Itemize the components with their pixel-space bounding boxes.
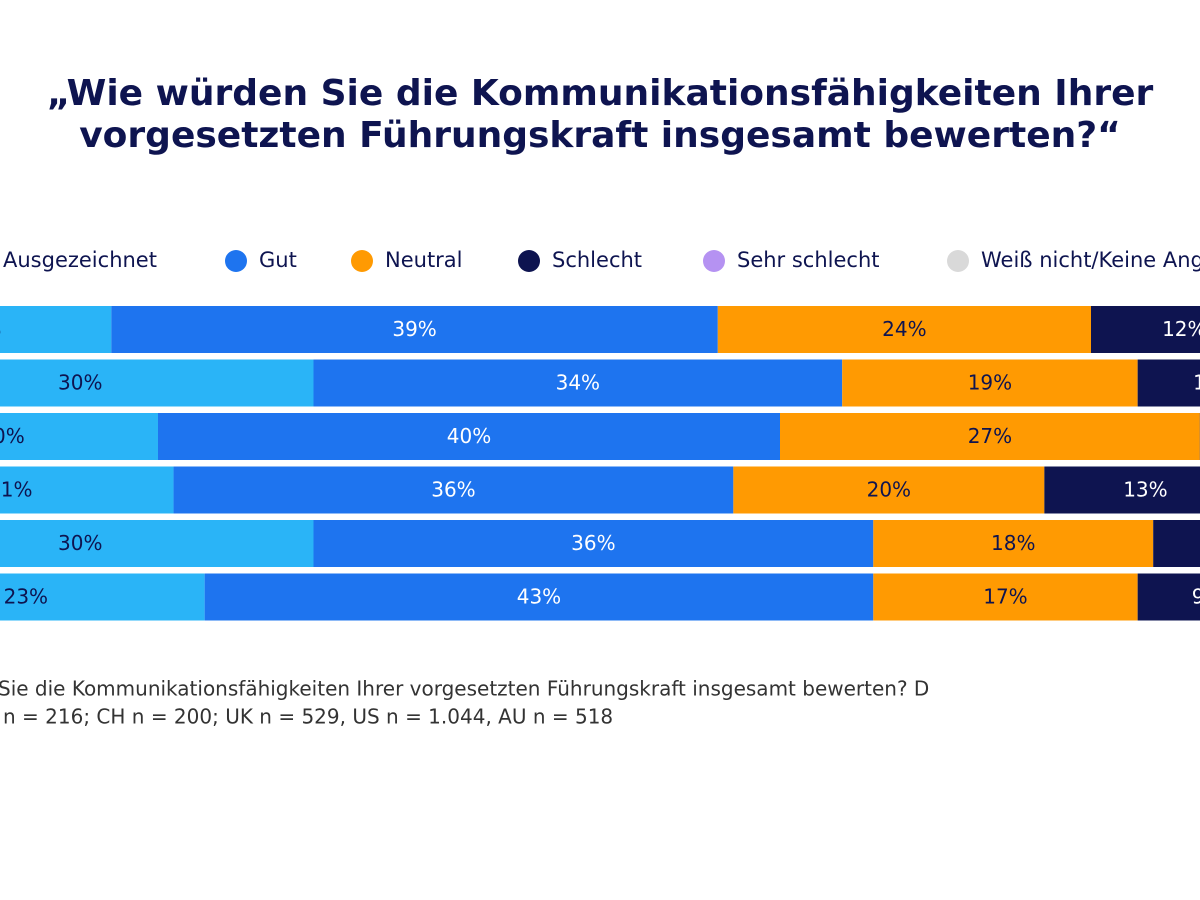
bar-segment <box>1091 306 1200 353</box>
legend-swatch <box>518 250 540 272</box>
bar-segment <box>842 359 1138 407</box>
data-label: 20% <box>0 424 25 448</box>
data-label: 9% <box>1192 585 1200 609</box>
data-label: 43% <box>517 585 561 609</box>
data-label: 10% <box>1193 371 1200 395</box>
bar-segment <box>158 413 780 460</box>
legend-swatch <box>225 250 247 272</box>
footnote: n = 216; CH n = 200; UK n = 529, US n = … <box>3 705 613 729</box>
bar-segment <box>173 466 734 514</box>
legend-label: Neutral <box>385 248 463 272</box>
bar-segment <box>873 520 1154 567</box>
bar-segment <box>1137 359 1200 407</box>
bar-segment <box>717 306 1091 353</box>
data-label: 20% <box>867 478 911 502</box>
bar-segment <box>873 573 1138 621</box>
bar-segment <box>0 359 314 407</box>
bar-segment <box>733 466 1045 514</box>
data-label: 18% <box>991 531 1035 555</box>
data-label: 36% <box>431 478 475 502</box>
data-label: 17% <box>983 585 1027 609</box>
bar-segment <box>1044 466 1200 514</box>
bar-segment <box>0 306 112 353</box>
bar-segment <box>1137 573 1200 621</box>
chart-title: „Wie würden Sie die Kommunikationsfähigk… <box>47 73 1154 114</box>
bar-segment <box>0 413 158 460</box>
bar-segment <box>780 413 1200 460</box>
bar-segment <box>0 520 314 567</box>
bar-segment <box>1153 520 1200 567</box>
data-label: 17% <box>0 317 1 341</box>
chart-title: vorgesetzten Führungskraft insgesamt bew… <box>79 115 1121 156</box>
data-label: 34% <box>556 371 600 395</box>
data-label: 21% <box>0 478 33 502</box>
data-label: 24% <box>882 317 926 341</box>
footnote: Sie die Kommunikationsfähigkeiten Ihrer … <box>0 677 929 701</box>
data-label: 27% <box>968 424 1012 448</box>
legend-label: Ausgezeichnet <box>3 248 157 272</box>
data-label: 39% <box>392 317 436 341</box>
data-label: 40% <box>447 424 491 448</box>
legend-swatch <box>703 250 725 272</box>
legend-label: Weiß nicht/Keine Angabe <box>981 248 1200 272</box>
data-label: 30% <box>58 531 102 555</box>
legend-label: Schlecht <box>552 248 642 272</box>
bar-segment <box>204 573 874 621</box>
legend-swatch <box>351 250 373 272</box>
bar-segment <box>0 573 205 621</box>
legend-label: Sehr schlecht <box>737 248 880 272</box>
legend-swatch <box>947 250 969 272</box>
data-label: 36% <box>571 531 615 555</box>
data-label: 12% <box>1162 317 1200 341</box>
bar-segment <box>111 306 718 353</box>
bar-segment <box>313 520 874 567</box>
legend-label: Gut <box>259 248 297 272</box>
data-label: 13% <box>1123 478 1167 502</box>
data-label: 23% <box>4 585 48 609</box>
bar-segment <box>313 359 843 407</box>
data-label: 19% <box>968 371 1012 395</box>
bar-segment <box>0 466 174 514</box>
data-label: 30% <box>58 371 102 395</box>
